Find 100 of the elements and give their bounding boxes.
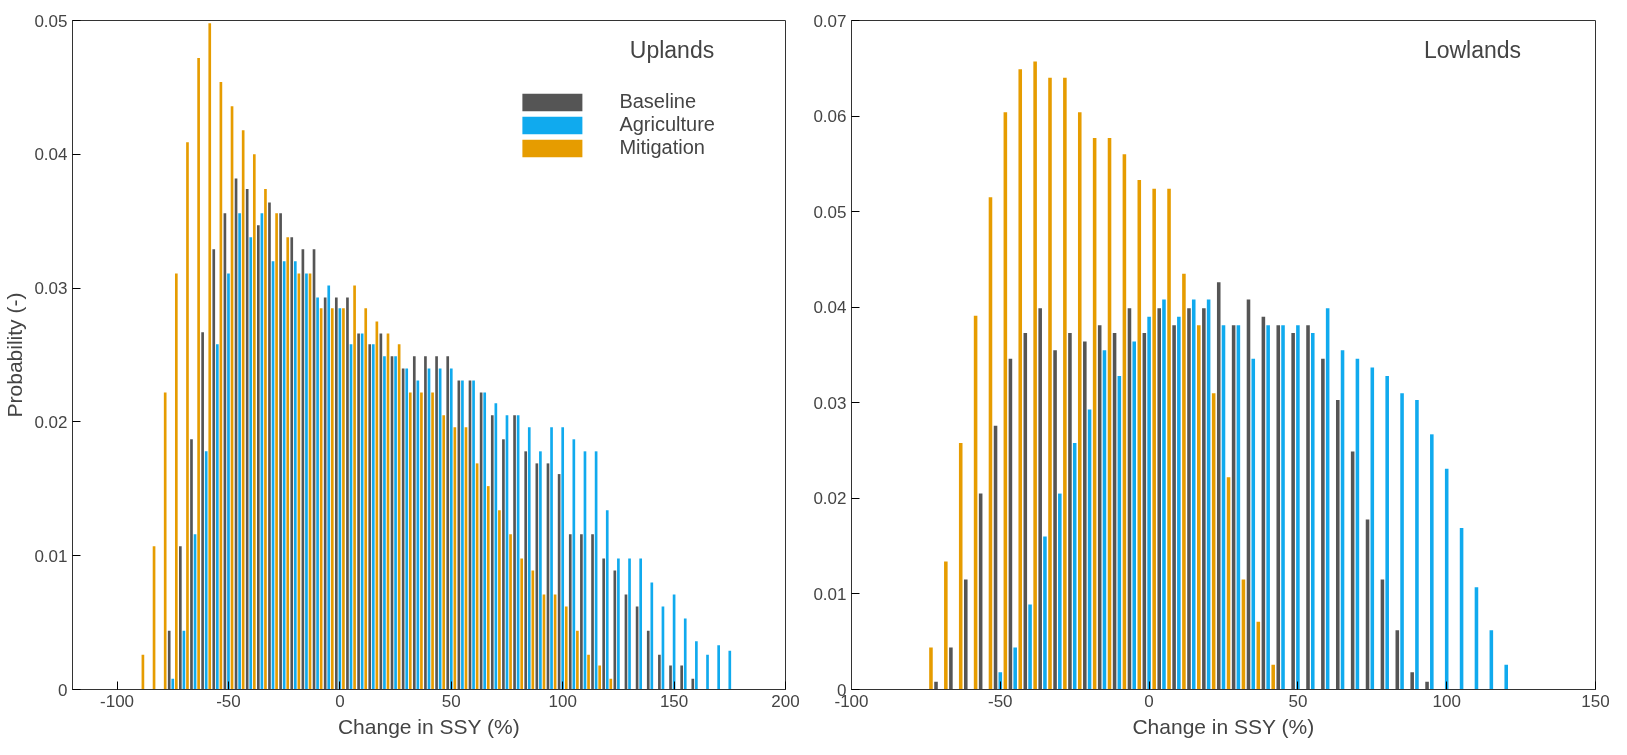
- bar: [728, 650, 732, 690]
- bar: [490, 415, 494, 690]
- bar: [691, 678, 695, 690]
- x-tick-label: 0: [1144, 691, 1154, 711]
- y-tick-label: 0.03: [813, 393, 847, 413]
- bar: [1281, 325, 1285, 690]
- bar: [1167, 188, 1171, 690]
- bar: [1043, 536, 1047, 690]
- bar: [171, 678, 175, 690]
- y-tick-label: 0.05: [34, 11, 68, 31]
- y-axis-title: Probability (-): [3, 292, 27, 418]
- bar: [241, 130, 245, 690]
- bar: [639, 558, 643, 690]
- bar: [252, 154, 256, 690]
- bar: [1162, 299, 1166, 690]
- bar: [290, 237, 294, 690]
- bar: [1083, 341, 1087, 690]
- bar: [498, 510, 501, 690]
- bar: [1058, 493, 1062, 690]
- bar: [1425, 681, 1429, 690]
- bar: [1271, 664, 1275, 690]
- bar: [564, 606, 568, 690]
- bar: [346, 297, 349, 690]
- bar: [706, 654, 709, 690]
- bar: [591, 534, 594, 690]
- bar: [268, 202, 271, 690]
- bar: [293, 261, 297, 690]
- bar: [609, 678, 613, 690]
- bar: [598, 665, 602, 690]
- bar: [446, 356, 450, 690]
- bar: [190, 439, 193, 690]
- bar: [1415, 399, 1419, 690]
- bar: [524, 451, 528, 690]
- bar: [1266, 325, 1270, 690]
- x-tick-label: 200: [771, 691, 800, 711]
- bar: [179, 546, 182, 690]
- bar: [680, 665, 684, 690]
- bar: [531, 570, 535, 690]
- bar: [249, 237, 253, 690]
- y-tick-label: 0.07: [813, 11, 847, 31]
- bar: [958, 442, 963, 690]
- bar: [483, 392, 487, 690]
- y-tick-label: 0.01: [813, 584, 847, 604]
- bar: [238, 213, 241, 690]
- bar: [580, 534, 583, 690]
- x-tick-label: 0: [335, 691, 345, 711]
- bar: [602, 558, 606, 690]
- bar: [1157, 308, 1161, 690]
- bar: [572, 439, 576, 690]
- bar: [486, 486, 490, 690]
- bar: [1182, 273, 1186, 690]
- bar: [435, 356, 438, 690]
- bar: [1048, 77, 1052, 690]
- bar: [167, 630, 171, 690]
- x-tick-label: -50: [216, 691, 241, 711]
- bar: [1063, 77, 1067, 690]
- bar: [1077, 112, 1082, 690]
- bar: [342, 308, 345, 690]
- y-tick-label: 0.06: [813, 107, 847, 127]
- bar: [568, 534, 572, 690]
- bar: [929, 647, 933, 690]
- legend-label: Mitigation: [619, 136, 705, 159]
- y-tick-label: 0.01: [34, 546, 68, 566]
- bar: [316, 297, 319, 690]
- bar: [282, 261, 286, 690]
- bar: [442, 415, 446, 690]
- y-tick-label: 0.05: [813, 202, 847, 222]
- y-tick-label: 0.04: [34, 145, 68, 165]
- bar: [1321, 358, 1325, 690]
- bar: [1202, 308, 1206, 690]
- bar: [1187, 308, 1191, 690]
- bar: [1147, 316, 1151, 690]
- bar: [472, 380, 475, 690]
- bar: [550, 427, 553, 690]
- bar: [502, 439, 505, 690]
- bar: [1018, 69, 1023, 690]
- bar: [539, 451, 542, 690]
- x-axis-title: Change in SSY (%): [1132, 714, 1315, 738]
- bar: [449, 368, 453, 690]
- bar: [1310, 333, 1315, 690]
- bar: [717, 645, 720, 690]
- bar: [420, 392, 423, 690]
- bar: [1177, 316, 1181, 690]
- bar: [275, 213, 278, 690]
- bar: [204, 451, 208, 690]
- bar: [1291, 333, 1295, 690]
- bar: [1172, 325, 1176, 690]
- x-tick-label: 100: [1432, 691, 1461, 711]
- bar: [1216, 282, 1221, 690]
- bar: [650, 582, 654, 690]
- bar: [1132, 341, 1137, 690]
- bar: [1152, 188, 1156, 690]
- bar: [963, 579, 968, 690]
- bar: [174, 273, 178, 690]
- bar: [513, 415, 516, 690]
- bar: [1028, 604, 1032, 690]
- bar: [628, 558, 631, 690]
- bar: [364, 308, 368, 690]
- bar: [1276, 325, 1281, 690]
- bar: [646, 630, 650, 690]
